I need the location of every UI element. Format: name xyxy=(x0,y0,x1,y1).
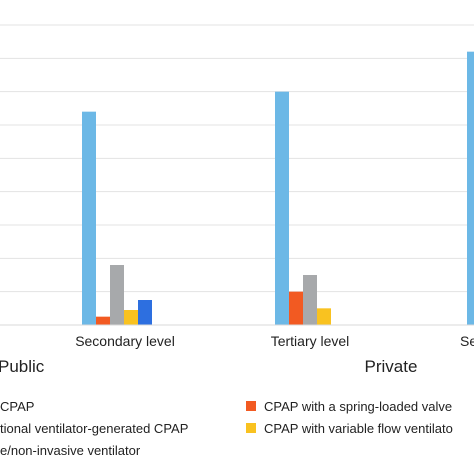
legend-swatch-spring-loaded-valve xyxy=(246,401,256,411)
legend-label-spring-loaded-valve: CPAP with a spring-loaded valve xyxy=(264,398,453,414)
gridlines xyxy=(0,24,474,293)
bar-chart: Secondary level Tertiary level Se Public… xyxy=(0,24,474,376)
bar-1-1 xyxy=(82,111,96,326)
bar-2-1 xyxy=(96,316,110,325)
category-label-secondary: Secondary level xyxy=(75,333,175,349)
bar-3-2 xyxy=(303,275,317,325)
bar-2-2 xyxy=(289,291,303,325)
bars xyxy=(82,51,474,326)
bar-4-2 xyxy=(317,308,331,325)
category-label-tertiary: Tertiary level xyxy=(271,333,350,349)
legend-label-non-invasive-ventilator: e/non-invasive ventilator xyxy=(0,442,141,458)
bar-4-1 xyxy=(124,310,138,325)
legend-label-cpap: CPAP xyxy=(0,398,35,414)
legend-item-ventilator-generated-cpap: tional ventilator-generated CPAP xyxy=(0,418,188,438)
bar-3-1 xyxy=(110,265,124,325)
bar-1-2 xyxy=(275,91,289,326)
legend-label-variable-flow-ventilator: CPAP with variable flow ventilato xyxy=(264,420,453,436)
bar-1-3 xyxy=(467,51,474,326)
category-label-third: Se xyxy=(460,333,474,349)
legend: CPAP CPAP with a spring-loaded valve tio… xyxy=(0,394,474,474)
legend-item-variable-flow-ventilator: CPAP with variable flow ventilato xyxy=(246,418,453,438)
legend-item-non-invasive-ventilator: e/non-invasive ventilator xyxy=(0,440,140,460)
group-label-private: Private xyxy=(365,357,418,376)
bar-5-1 xyxy=(138,300,152,325)
legend-swatch-variable-flow-ventilator xyxy=(246,423,256,433)
legend-item-cpap: CPAP xyxy=(0,396,34,416)
legend-label-ventilator-generated-cpap: tional ventilator-generated CPAP xyxy=(0,420,189,436)
group-label-public: Public xyxy=(0,357,45,376)
legend-item-spring-loaded-valve: CPAP with a spring-loaded valve xyxy=(246,396,452,416)
